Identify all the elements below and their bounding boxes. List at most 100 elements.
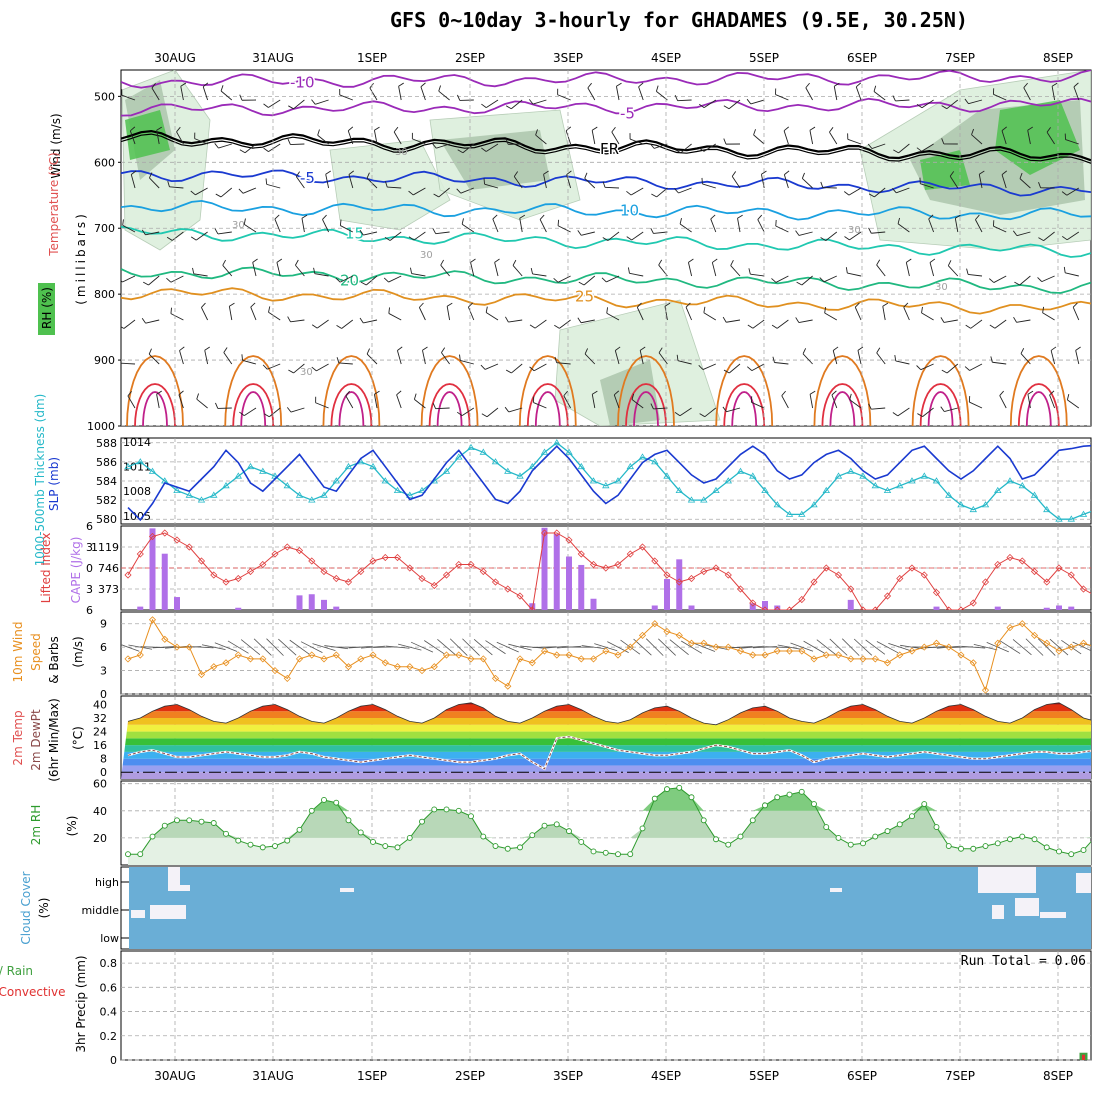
rh-point	[1007, 836, 1013, 843]
wind-barb-flag	[459, 354, 461, 361]
thickness-point	[148, 467, 157, 474]
lifted-index-point	[381, 553, 389, 562]
wind-speed-point	[479, 655, 487, 663]
lifted-index-point	[736, 585, 745, 593]
wind-barb-flag	[505, 105, 512, 110]
wind-speed-point	[712, 643, 720, 651]
wind-barb	[653, 143, 668, 149]
wind-barb	[944, 407, 958, 412]
lifted-index-point	[1030, 567, 1039, 576]
thickness-point	[651, 458, 659, 465]
wind-barb-flag	[374, 390, 380, 395]
wind-barb-flag	[988, 278, 995, 283]
thickness-point	[332, 477, 341, 484]
wind-barb	[685, 306, 693, 321]
cape-bar	[774, 605, 781, 610]
wind-barb	[584, 353, 596, 365]
wind-barb-flag	[366, 348, 370, 355]
wind-barb	[855, 86, 862, 101]
wind-barb	[268, 99, 281, 108]
wind-barb	[1020, 353, 1031, 365]
wind-barb	[680, 143, 692, 154]
wind-barb-flag	[408, 190, 414, 196]
wind-barb	[854, 307, 862, 321]
wind-barb	[847, 138, 862, 145]
lifted-index-point	[908, 564, 916, 572]
date-label-bottom: 3SEP	[553, 1069, 583, 1083]
wind-barb	[242, 187, 257, 194]
thickness-point	[773, 501, 782, 508]
wind-barb-flag	[554, 324, 560, 329]
wind-barb	[470, 262, 475, 277]
wind-barb	[629, 272, 644, 277]
wind-barb-flag	[485, 306, 488, 313]
wind-barb-flag	[1051, 82, 1058, 87]
wind-barb-flag	[553, 277, 559, 283]
lifted-index-point	[589, 560, 598, 569]
temperature-band	[121, 758, 1091, 766]
wind-barb	[218, 143, 232, 149]
wind-barb	[325, 174, 330, 189]
wind-barb	[269, 407, 281, 418]
wind-barb	[968, 99, 983, 105]
wind-speed-point	[393, 663, 402, 671]
wind-barb-flag	[928, 214, 934, 220]
cape-bar	[688, 605, 695, 610]
thickness-point	[1093, 507, 1099, 512]
wind-barb-flag	[966, 268, 969, 275]
boundary-layer-isotherm	[625, 383, 667, 426]
lifted-index-point	[197, 557, 206, 565]
wind-barb	[704, 407, 717, 418]
wind-barb-flag	[519, 214, 526, 219]
wind-speed-point	[994, 639, 1002, 647]
rh-point	[186, 817, 193, 824]
wind-barb	[243, 407, 257, 416]
rh-shade-dark	[600, 360, 660, 426]
wind-barb-flag	[301, 214, 308, 219]
wind-barb-flag	[832, 346, 839, 351]
wind-barb-flag	[239, 94, 243, 101]
thickness-point	[565, 448, 573, 455]
wind-barb	[947, 265, 959, 277]
lifted-index-point	[957, 606, 965, 610]
wind-barb-10m	[557, 645, 581, 649]
wind-speed-point	[920, 643, 928, 651]
wind-barb-flag	[543, 170, 549, 175]
thickness-point	[822, 486, 831, 494]
wind-barb	[508, 319, 523, 323]
wind-barb-flag	[941, 105, 948, 110]
wind-speed-point	[381, 659, 389, 667]
wind-speed-point	[638, 631, 647, 639]
thickness-point	[173, 486, 181, 494]
wind-barb-flag	[893, 149, 899, 154]
temperature-band	[121, 738, 1091, 746]
wind-barb	[420, 86, 426, 101]
wind-barb-flag	[433, 193, 440, 198]
wind-barb-flag	[820, 237, 826, 241]
wind-barb	[993, 275, 1007, 283]
rh-point	[443, 806, 450, 813]
wind-barb-10m	[189, 646, 214, 649]
wind-barb	[422, 350, 426, 365]
wind-barb	[823, 275, 837, 283]
rh-point	[786, 791, 793, 798]
lifted-index-point	[565, 536, 573, 544]
wind-barb	[726, 319, 741, 323]
rh-point	[333, 799, 340, 806]
wind-barb-10m	[829, 638, 848, 656]
rh-point	[223, 830, 229, 837]
rh-point	[823, 824, 830, 831]
wind-barb	[629, 138, 644, 145]
wind-barb	[222, 265, 233, 277]
precip-tick-label: 0	[110, 1054, 117, 1067]
pressure-tick-label: 1000	[87, 420, 115, 433]
temperature-tick-label: 32	[93, 712, 107, 725]
thickness-point	[222, 482, 230, 489]
wind-barb-flag	[809, 126, 816, 131]
wind-barb-flag	[783, 126, 790, 132]
date-label-bottom: 8SEP	[1043, 1069, 1073, 1083]
wind-barb-flag	[616, 82, 622, 87]
wind-barb-flag	[446, 302, 453, 307]
wind-barb-flag	[1027, 126, 1033, 131]
wind-barb	[461, 223, 475, 233]
